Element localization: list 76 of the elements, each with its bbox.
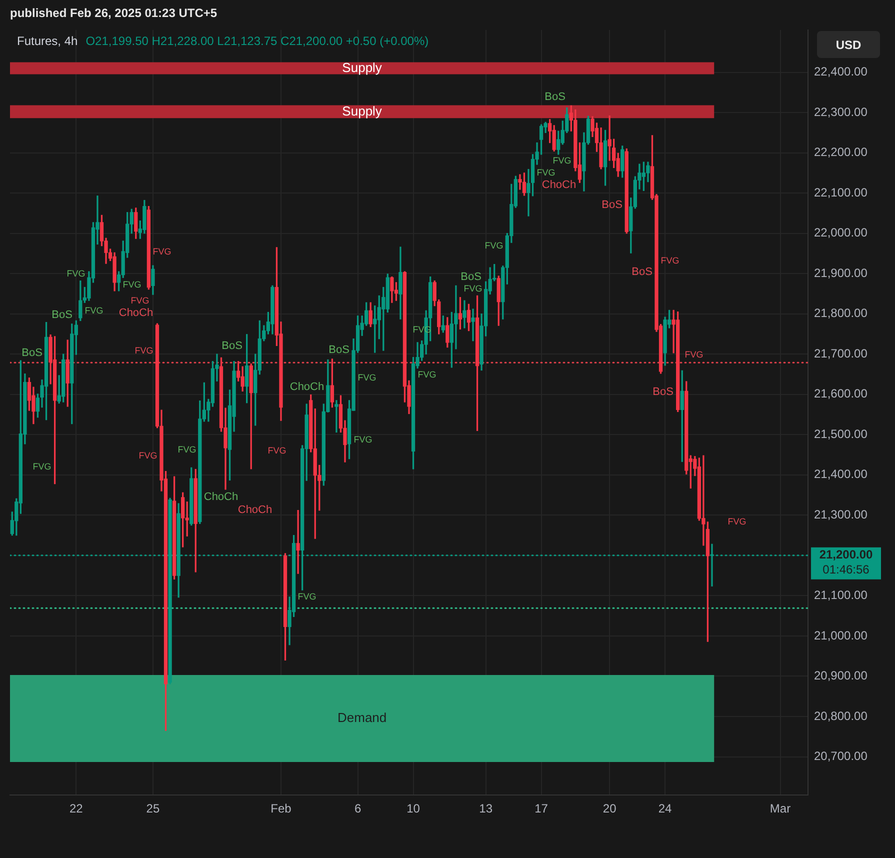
annotation: FVG [84, 305, 104, 316]
band-label: Supply [342, 103, 382, 118]
y-tick-label: 22,100.00 [814, 185, 868, 200]
annotation: FVG [354, 434, 372, 444]
x-tick-label: 10 [406, 802, 420, 816]
x-tick-label: 20 [602, 802, 617, 816]
annotation: BoS [328, 344, 350, 356]
annotation: FVG [358, 372, 376, 382]
y-tick-label: 20,900.00 [814, 668, 868, 683]
annotation: FVG [32, 461, 52, 472]
y-tick-label: 22,000.00 [814, 226, 868, 240]
y-tick-label: 21,900.00 [814, 266, 868, 280]
annotation: FVG [484, 240, 504, 250]
annotation: FVG [536, 167, 556, 178]
y-tick-label: 20,700.00 [814, 749, 868, 764]
annotation: FVG [684, 349, 704, 360]
y-tick-label: 22,200.00 [814, 145, 868, 160]
x-tick-label: 17 [534, 802, 548, 816]
annotation: FVG [552, 155, 572, 166]
y-tick-label: 22,400.00 [814, 64, 868, 79]
annotation: ChoCh [290, 381, 324, 394]
y-tick-label: 21,400.00 [814, 467, 868, 482]
annotation: FVG [122, 279, 142, 290]
y-axis-title: USD [817, 31, 880, 58]
y-tick-label: 22,300.00 [814, 104, 868, 119]
candlestick [471, 308, 475, 342]
candlestick [462, 300, 466, 328]
band-label: Supply [342, 60, 382, 75]
annotation: BoS [652, 386, 674, 398]
x-tick-label: 6 [354, 802, 362, 816]
annotation: FVG [298, 591, 316, 602]
annotation: BoS [602, 199, 622, 212]
annotation: FVG [152, 246, 172, 256]
candlestick [296, 510, 300, 574]
annotation: ChoCh [204, 491, 238, 504]
candlestick [710, 544, 714, 586]
band-label: Demand [337, 710, 387, 726]
annotation: BoS [22, 347, 42, 360]
y-tick-label: 21,300.00 [814, 507, 868, 522]
annotation: ChoCh [238, 504, 272, 516]
annotation: FVG [464, 283, 482, 294]
annotation: FVG [178, 444, 196, 454]
annotation: FVG [134, 345, 154, 356]
y-tick-label: 21,500.00 [814, 426, 868, 441]
annotation: FVG [138, 450, 158, 460]
chart-subtitle: O21,199.50 H21,228.00 L21,123.75 C21,200.00 +0.50 (+0.00%) [86, 34, 429, 48]
annotation: FVG [418, 369, 436, 380]
x-tick-label: 24 [658, 802, 672, 816]
annotation: FVG [66, 268, 86, 278]
annotation: BoS [222, 340, 242, 352]
y-tick-label: 21,600.00 [814, 386, 868, 401]
x-tick-label: 25 [146, 802, 160, 816]
text: 01:46:56 [822, 562, 870, 577]
text: published Feb 26, 2025 01:23 UTC+5 [10, 6, 218, 20]
y-tick-label: 21,800.00 [814, 306, 868, 320]
annotation: FVG [728, 516, 746, 526]
annotation: BoS [460, 271, 482, 284]
y-tick-label: 21,700.00 [814, 346, 868, 360]
annotation: BoS [544, 91, 566, 104]
y-tick-label: 20,800.00 [814, 708, 868, 723]
annotation: ChoCh [118, 307, 154, 320]
candlestick [334, 400, 338, 433]
annotation: ChoCh [542, 179, 576, 192]
y-tick-label: 21,000.00 [814, 628, 868, 642]
annotation: FVG [660, 255, 680, 266]
annotation: FVG [130, 295, 150, 306]
x-tick-label: Mar [770, 802, 791, 816]
x-tick-label: Feb [270, 802, 292, 816]
annotation: FVG [268, 445, 286, 456]
x-tick-label: 22 [69, 802, 84, 816]
annotation: BoS [632, 266, 652, 278]
ref-line-label: 21,200.00 [819, 548, 874, 562]
x-tick-label: 13 [479, 802, 493, 816]
annotation: BoS [52, 309, 72, 322]
y-tick-label: 21,100.00 [814, 588, 868, 602]
chart-title: Futures, 4h [17, 34, 78, 48]
